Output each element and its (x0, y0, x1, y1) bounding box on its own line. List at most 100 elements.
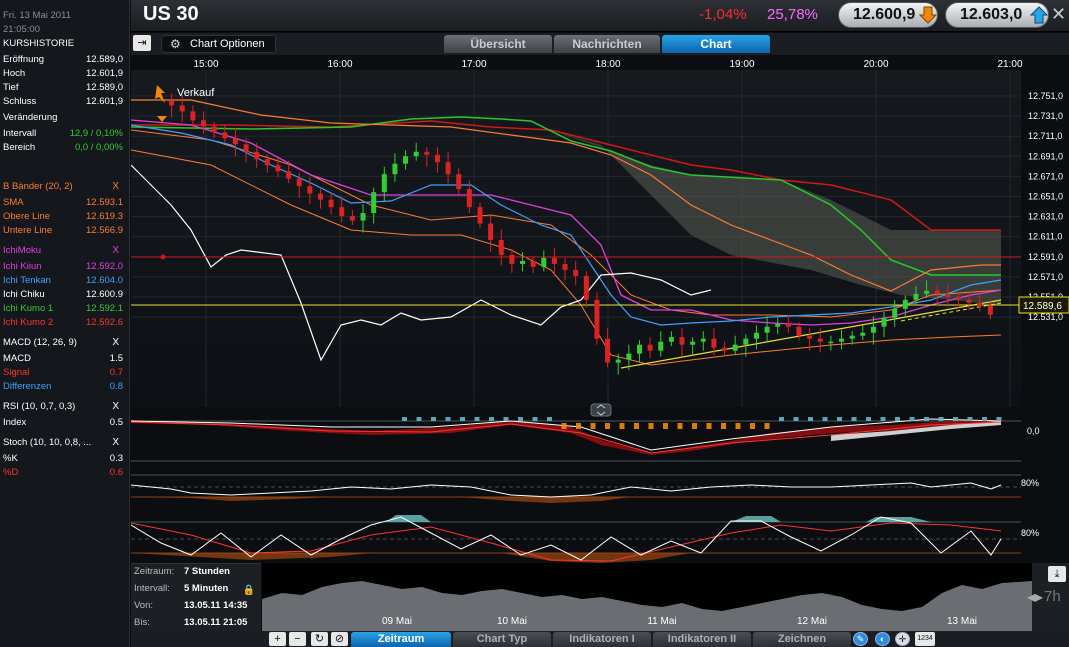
indicator-rsi: RSI (10, 0,7, 0,3) X (3, 401, 119, 412)
stoch-overbought-fill (386, 515, 931, 522)
stoch-panel: 80% (131, 515, 1039, 563)
ichimoku-tenkan: Ichi Tenkan 12.604.0 (3, 275, 123, 286)
remove-ichimoku-button[interactable]: X (112, 245, 119, 256)
zoom-in-icon[interactable]: + (269, 632, 286, 646)
chart-canvas[interactable]: 15:00 16:00 17:00 18:00 19:00 20:00 21:00 12.7… (131, 55, 1069, 563)
candle-body (913, 293, 919, 300)
remove-stoch-button[interactable]: X (112, 437, 119, 448)
numbers-icon[interactable]: 1234 (915, 632, 935, 646)
refresh-icon[interactable]: ↻ (311, 632, 328, 646)
kijun-line (131, 119, 1002, 326)
macd-bar (735, 423, 741, 429)
candle-body (892, 308, 898, 318)
price-tick-label: 12.731,0 (1028, 111, 1063, 121)
candle-body (243, 144, 249, 152)
no-entry-icon[interactable]: ⊘ (331, 632, 348, 646)
candle-body (668, 337, 674, 342)
bollinger-upper: Obere Line 12.619.3 (3, 211, 123, 222)
candle-body (562, 263, 568, 270)
candle-body (275, 165, 281, 172)
crosshair-icon[interactable]: ✛ (895, 632, 910, 646)
buy-price-button[interactable]: 12.603,0 (945, 2, 1049, 28)
macd-bar (474, 417, 480, 421)
tab-zeitraum[interactable]: Zeitraum (351, 632, 451, 647)
candle-body (753, 332, 759, 339)
candle-body (392, 163, 398, 175)
change-interval: Intervall 12,9 / 0,10% (3, 128, 123, 139)
overview-date-labels: 09 Mai 10 Mai 11 Mai 12 Mai 13 Mai (382, 616, 977, 627)
range-to: Bis: 13.05.11 21:05 (134, 617, 248, 628)
macd-bar (996, 417, 1002, 421)
candle-body (541, 257, 547, 267)
remove-rsi-button[interactable]: X (112, 401, 119, 412)
candle-body (711, 338, 717, 348)
zoom-out-icon[interactable]: − (289, 632, 306, 646)
tab-indikatoren-2[interactable]: Indikatoren II (653, 632, 751, 647)
sell-marker[interactable]: Verkauf (155, 85, 215, 103)
top-bar: US 30 -1,04% 25,78% 12.600,9 12.603,0 ✕ (131, 0, 1069, 32)
red-line-handle[interactable] (160, 254, 166, 260)
tab-chart-typ[interactable]: Chart Typ (453, 632, 551, 647)
price-tick-label: 12.631,0 (1028, 212, 1063, 222)
chart-options-button[interactable]: ⚙ Chart Optionen (161, 35, 276, 53)
rsi-line (131, 482, 1002, 498)
candle-body (966, 299, 972, 303)
macd-bar (634, 423, 639, 429)
sell-price-button[interactable]: 12.600,9 (838, 2, 938, 28)
indicator-macd: MACD (12, 26, 9) X (3, 337, 119, 348)
tab-overview[interactable]: Übersicht (444, 35, 552, 53)
download-icon[interactable]: ⤓ (1048, 566, 1066, 582)
tab-chart[interactable]: Chart (662, 35, 770, 53)
tab-news[interactable]: Nachrichten (554, 35, 660, 53)
candle-body (934, 290, 940, 294)
collapse-sidebar-icon[interactable]: ⇥ (133, 35, 151, 51)
lock-icon[interactable]: 🔒 (242, 585, 255, 596)
current-price-label: 12.589,6 (1023, 301, 1062, 312)
tab-zeichnen[interactable]: Zeichnen (753, 632, 851, 647)
overview-canvas[interactable]: 09 Mai 10 Mai 11 Mai 12 Mai 13 Mai (262, 563, 1032, 631)
panel-resize-handle[interactable] (590, 403, 612, 417)
price-tick-label: 12.751,0 (1028, 91, 1063, 101)
price-chart[interactable]: 15:00 16:00 17:00 18:00 19:00 20:00 21:00 12.7… (131, 55, 1069, 563)
gear-icon: ⚙ (170, 37, 181, 51)
close-icon[interactable]: ✕ (1051, 4, 1067, 24)
candle-body (807, 335, 813, 339)
range-interval[interactable]: Intervall: 5 Minuten 🔒 (134, 581, 259, 597)
candle-body (839, 338, 845, 342)
candle-body (594, 299, 600, 339)
macd-bar (779, 417, 784, 421)
macd-bar (982, 417, 987, 421)
settings-icon[interactable]: ◐ (875, 632, 890, 646)
candle-body (201, 120, 207, 127)
resize-arrows-icon (596, 404, 606, 416)
stoch-k: %K 0.3 (3, 453, 123, 464)
candle-body (722, 347, 728, 351)
sell-arrow-icon (155, 85, 165, 103)
range-from: Von: 13.05.11 14:35 (134, 600, 248, 611)
ichimoku-cloud (551, 130, 1001, 305)
rsi-panel: 80% (131, 473, 1039, 507)
candle-body (339, 207, 345, 217)
indicator-ichimoku: IchiMoku X (3, 245, 119, 256)
macd-bar (547, 417, 552, 421)
price-tick-label: 12.611,0 (1028, 232, 1062, 242)
macd-bar (619, 423, 625, 429)
candle-body (849, 335, 855, 339)
rsi-oversold-fill (131, 497, 631, 503)
remove-macd-button[interactable]: X (112, 337, 119, 348)
macd-value: MACD 1.5 (3, 353, 123, 364)
sidebar-time: 21:05:00 (3, 24, 40, 35)
bottom-toolbar: + − ↻ ⊘ Zeitraum Chart Typ Indikatoren I… (131, 631, 1069, 647)
tab-indikatoren-1[interactable]: Indikatoren I (553, 632, 651, 647)
overview-date-label: 10 Mai (497, 616, 527, 627)
zoom-arrows-icon[interactable]: ◂▸ (1027, 589, 1044, 606)
pen-icon[interactable]: ✎ (853, 632, 868, 646)
macd-bar (503, 417, 509, 421)
candle-body (434, 154, 440, 163)
remove-bollinger-button[interactable]: X (112, 181, 119, 192)
range-panel: Zeitraum: 7 Stunden Intervall: 5 Minuten 🔒 … (131, 563, 261, 631)
candle-body (296, 178, 302, 187)
candle-body (775, 323, 781, 327)
candle-body (179, 105, 185, 112)
overview-navigator[interactable]: 09 Mai 10 Mai 11 Mai 12 Mai 13 Mai (262, 563, 1032, 631)
